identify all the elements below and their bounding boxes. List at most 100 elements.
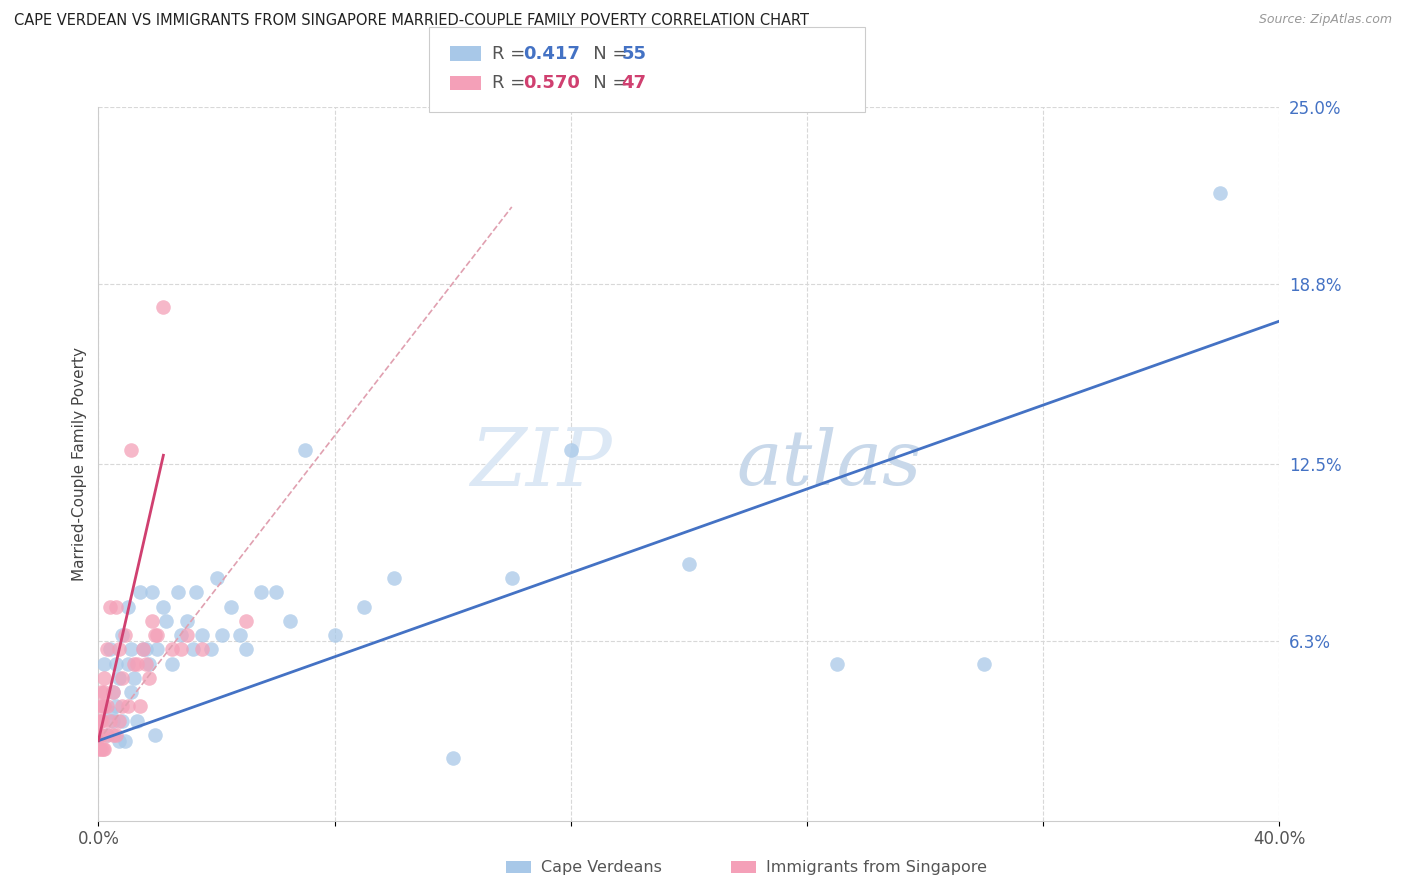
Point — [825, 657, 848, 671]
Point — [441, 751, 464, 765]
Point — [200, 642, 222, 657]
Point — [120, 642, 142, 657]
Point — [103, 685, 125, 699]
Point — [117, 657, 139, 671]
Point — [229, 628, 252, 642]
Point — [294, 442, 316, 457]
Point — [96, 699, 118, 714]
Point — [98, 705, 121, 719]
Point — [96, 728, 118, 742]
Point — [170, 642, 193, 657]
Y-axis label: Married-Couple Family Poverty: Married-Couple Family Poverty — [72, 347, 87, 581]
Point — [191, 628, 214, 642]
Point — [973, 657, 995, 671]
Point — [132, 642, 155, 657]
Point — [111, 714, 134, 728]
Point — [162, 657, 183, 671]
Point — [138, 671, 160, 685]
Point — [108, 733, 131, 747]
Point — [152, 300, 174, 314]
Point — [250, 585, 273, 599]
Point — [501, 571, 523, 585]
Point — [111, 699, 134, 714]
Text: ZIP: ZIP — [471, 425, 612, 502]
Point — [135, 657, 157, 671]
Point — [103, 714, 125, 728]
Point — [122, 657, 145, 671]
Point — [98, 714, 121, 728]
Point — [143, 628, 166, 642]
Point — [205, 571, 228, 585]
Point — [125, 657, 148, 671]
Point — [191, 642, 214, 657]
Point — [235, 642, 257, 657]
Point — [98, 599, 121, 614]
Text: 47: 47 — [621, 74, 647, 92]
Point — [91, 714, 114, 728]
Point — [264, 585, 287, 599]
Point — [152, 599, 174, 614]
Point — [108, 714, 131, 728]
Point — [120, 442, 142, 457]
Point — [105, 657, 128, 671]
Point — [93, 685, 115, 699]
Point — [105, 599, 128, 614]
Point — [89, 699, 111, 714]
Point — [678, 557, 700, 571]
Text: CAPE VERDEAN VS IMMIGRANTS FROM SINGAPORE MARRIED-COUPLE FAMILY POVERTY CORRELAT: CAPE VERDEAN VS IMMIGRANTS FROM SINGAPOR… — [14, 13, 808, 29]
Point — [90, 685, 112, 699]
Point — [89, 714, 111, 728]
Point — [91, 742, 114, 756]
Point — [108, 642, 131, 657]
Text: Immigrants from Singapore: Immigrants from Singapore — [766, 860, 987, 874]
Text: N =: N = — [576, 74, 634, 92]
Point — [114, 733, 136, 747]
Point — [103, 728, 125, 742]
Point — [128, 585, 150, 599]
Point — [122, 671, 145, 685]
Point — [98, 642, 121, 657]
Point — [184, 585, 207, 599]
Point — [90, 742, 112, 756]
Point — [105, 699, 128, 714]
Point — [114, 628, 136, 642]
Point — [96, 642, 118, 657]
Point — [90, 728, 112, 742]
Point — [93, 657, 115, 671]
Text: 0.570: 0.570 — [523, 74, 579, 92]
Point — [146, 628, 169, 642]
Point — [108, 671, 131, 685]
Point — [211, 628, 233, 642]
Point — [105, 728, 128, 742]
Point — [235, 614, 257, 628]
Text: Source: ZipAtlas.com: Source: ZipAtlas.com — [1258, 13, 1392, 27]
Point — [221, 599, 243, 614]
Point — [117, 599, 139, 614]
Point — [170, 628, 193, 642]
Point — [181, 642, 204, 657]
Text: 0.417: 0.417 — [523, 45, 579, 62]
Text: 55: 55 — [621, 45, 647, 62]
Point — [132, 642, 155, 657]
Point — [117, 699, 139, 714]
Point — [96, 728, 118, 742]
Text: R =: R = — [492, 74, 531, 92]
Point — [91, 699, 114, 714]
Point — [111, 628, 134, 642]
Point — [89, 714, 111, 728]
Point — [125, 714, 148, 728]
Text: R =: R = — [492, 45, 531, 62]
Point — [93, 699, 115, 714]
Point — [141, 614, 163, 628]
Point — [280, 614, 302, 628]
Point — [138, 657, 160, 671]
Point — [176, 614, 198, 628]
Point — [89, 742, 111, 756]
Point — [560, 442, 582, 457]
Point — [167, 585, 190, 599]
Point — [176, 628, 198, 642]
Text: N =: N = — [576, 45, 634, 62]
Point — [89, 728, 111, 742]
Point — [128, 699, 150, 714]
Point — [155, 614, 177, 628]
